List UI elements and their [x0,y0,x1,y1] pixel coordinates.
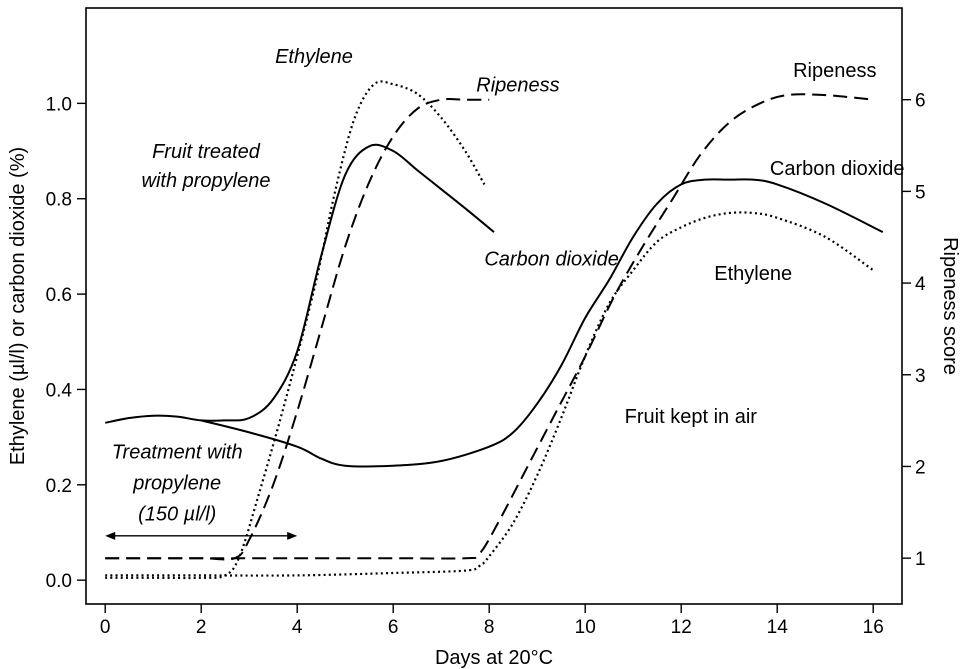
series-layer [105,80,884,580]
y-tick-label: 1.0 [46,94,72,115]
annotation-label: Fruit treated [152,141,261,163]
y2-tick-label: 4 [915,274,926,295]
y-tick-label: 0.2 [46,476,72,497]
y2-tick-label: 2 [915,457,926,478]
y2-tick-label: 3 [915,366,926,387]
x-tick-label: 8 [484,617,495,638]
annotation-label: with propylene [142,170,271,192]
x-tick-label: 14 [767,617,789,638]
y2-tick-label: 6 [915,91,926,112]
x-tick-label: 6 [388,617,399,638]
treatment-arrow-layer [105,531,298,540]
y-tick-label: 0.0 [46,571,72,592]
annotation-label: Carbon dioxide [484,248,619,270]
series-line-propylene-ethylene [105,80,486,580]
annotation-label: Ripeness [793,60,876,82]
annotation-layer: Ethylene Ripeness Fruit treated with propyl… [112,46,905,526]
annotation-label: Ripeness [476,74,559,96]
annotation-label: (150 µl/l) [138,504,216,526]
x-tick-label: 16 [863,617,884,638]
series-line-air-ripeness [105,93,874,560]
y2-ticks: 1 2 3 4 5 6 [902,91,926,570]
x-tick-label: 4 [292,617,303,638]
annotation-label: propylene [132,473,221,495]
y-ticks: 0.0 0.2 0.4 0.6 0.8 1.0 [46,94,86,592]
x-tick-label: 0 [100,617,111,638]
y2-tick-label: 1 [915,549,926,570]
x-tick-label: 2 [196,617,207,638]
y2-tick-label: 5 [915,182,926,203]
x-axis-title: Days at 20°C [435,647,553,669]
annotation-label: Fruit kept in air [625,406,758,428]
y-tick-label: 0.8 [46,190,72,211]
annotation-label: Carbon dioxide [770,158,905,180]
annotation-label: Ethylene [714,263,792,285]
series-line-air-carbon-dioxide [200,178,884,468]
treatment-arrow-head-left [105,531,116,540]
y2-axis-title: Ripeness score [939,237,961,375]
y-axis-title: Ethylene (µl/l) or carbon dioxide (%) [7,147,29,465]
y-tick-label: 0.4 [46,380,73,401]
plot-frame [85,7,903,605]
x-tick-label: 12 [671,617,692,638]
annotation-label: Ethylene [275,46,353,68]
x-tick-label: 10 [575,617,596,638]
y-tick-label: 0.6 [46,285,72,306]
treatment-arrow-head-right [287,531,298,540]
annotation-label: Treatment with [112,442,243,464]
x-ticks: 0 2 4 6 8 10 12 14 16 [100,604,884,638]
